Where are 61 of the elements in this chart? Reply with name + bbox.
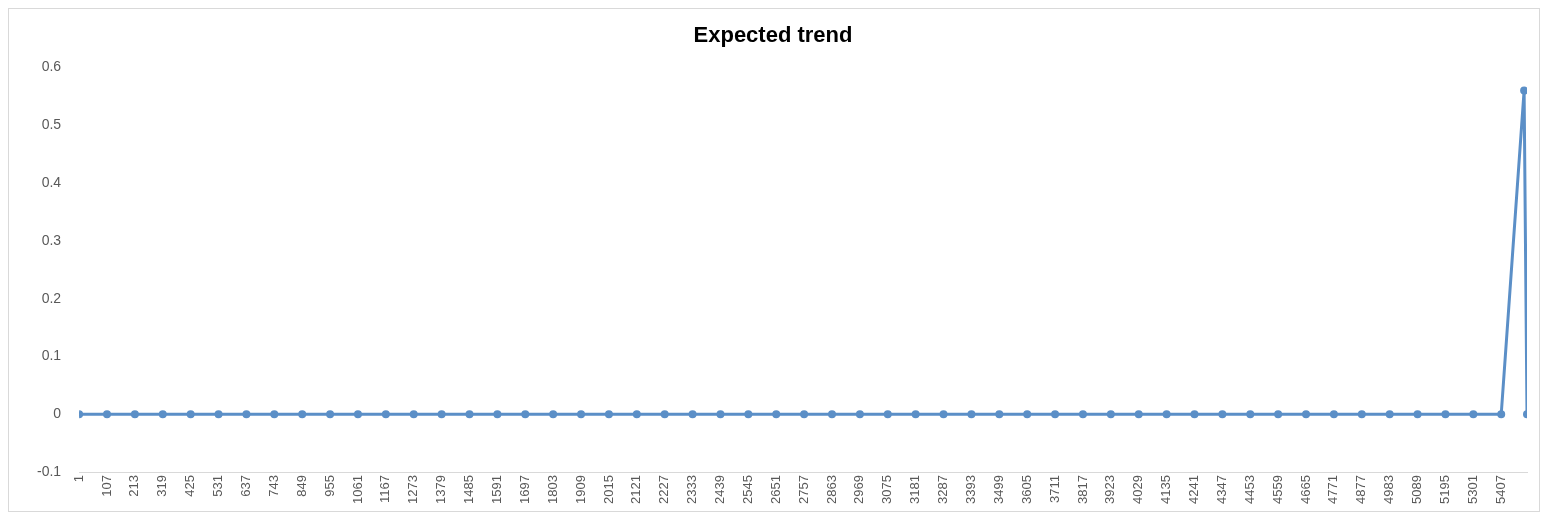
- x-tick-label: 1697: [516, 475, 532, 504]
- x-tick-label: 319: [154, 475, 170, 497]
- y-tick-label: 0.3: [41, 231, 62, 248]
- x-tick-label: 2545: [739, 475, 755, 504]
- x-tick-label: 531: [210, 475, 226, 497]
- x-tick-label: 3711: [1046, 475, 1062, 504]
- x-tick-label: 1909: [572, 475, 588, 504]
- x-tick-label: 4135: [1158, 475, 1174, 504]
- x-tick-label: 1: [70, 475, 86, 483]
- x-tick-label: 2651: [767, 475, 783, 504]
- y-tick-label: 0.5: [41, 116, 62, 133]
- x-tick-label: 955: [321, 475, 337, 497]
- y-tick-label: 0.4: [41, 173, 62, 190]
- x-tick-label: 1485: [461, 475, 477, 504]
- x-tick-label: 2227: [656, 475, 672, 504]
- x-tick-label: 425: [182, 475, 198, 497]
- chart-title: Expected trend: [693, 22, 853, 48]
- x-tick-label: 3181: [907, 475, 923, 504]
- y-tick-label: 0.6: [41, 58, 62, 75]
- y-tick-label: 0.1: [41, 347, 62, 364]
- x-tick-label: 2969: [851, 475, 867, 504]
- x-tick-label: 1803: [544, 475, 560, 504]
- x-tick-label: 2863: [823, 475, 839, 504]
- x-tick-label: 3923: [1102, 475, 1118, 504]
- x-tick-label: 2333: [684, 475, 700, 504]
- x-tick-label: 107: [98, 475, 114, 497]
- x-tick-label: 4983: [1381, 475, 1397, 504]
- x-tick-label: 5407: [1492, 475, 1508, 504]
- x-tick-label: 4453: [1241, 475, 1257, 504]
- x-tick-label: 3287: [935, 475, 951, 504]
- x-tick-label: 3075: [879, 475, 895, 504]
- x-tick-label: 213: [126, 475, 142, 497]
- y-tick-label: 0: [53, 405, 62, 422]
- x-tick-label: 4029: [1130, 475, 1146, 504]
- x-tick-label: 4347: [1213, 475, 1229, 504]
- x-tick-label: 637: [238, 475, 254, 497]
- x-tick-label: 5089: [1409, 475, 1425, 504]
- x-tick-label: 849: [293, 475, 309, 497]
- x-tick-label: 1061: [349, 475, 365, 504]
- x-tick-label: 1167: [377, 475, 393, 504]
- x-tick-label: 3605: [1018, 475, 1034, 504]
- x-tick-label: 743: [265, 475, 281, 497]
- x-tick-label: 5195: [1437, 475, 1453, 504]
- x-tick-label: 4665: [1297, 475, 1313, 504]
- x-tick-label: 4559: [1269, 475, 1285, 504]
- x-tick-label: 3393: [963, 475, 978, 504]
- x-tick-label: 2439: [712, 475, 728, 504]
- y-tick-label: -0.1: [37, 462, 62, 479]
- x-tick-label: 3817: [1074, 475, 1090, 504]
- x-tick-label: 1591: [488, 475, 504, 504]
- x-tick-label: 2015: [600, 475, 616, 504]
- x-tick-label: 2121: [628, 475, 644, 504]
- x-tick-label: 4877: [1353, 475, 1369, 504]
- x-tick-label: 4241: [1186, 475, 1202, 504]
- x-tick-label: 4771: [1325, 475, 1341, 504]
- x-tick-label: 1273: [405, 475, 421, 504]
- x-tick-label: 2757: [795, 475, 811, 504]
- x-tick-label: 3499: [990, 475, 1006, 504]
- x-tick-label: 5301: [1464, 475, 1480, 504]
- x-tick-label: 1379: [433, 475, 449, 504]
- y-tick-label: 0.2: [41, 289, 62, 306]
